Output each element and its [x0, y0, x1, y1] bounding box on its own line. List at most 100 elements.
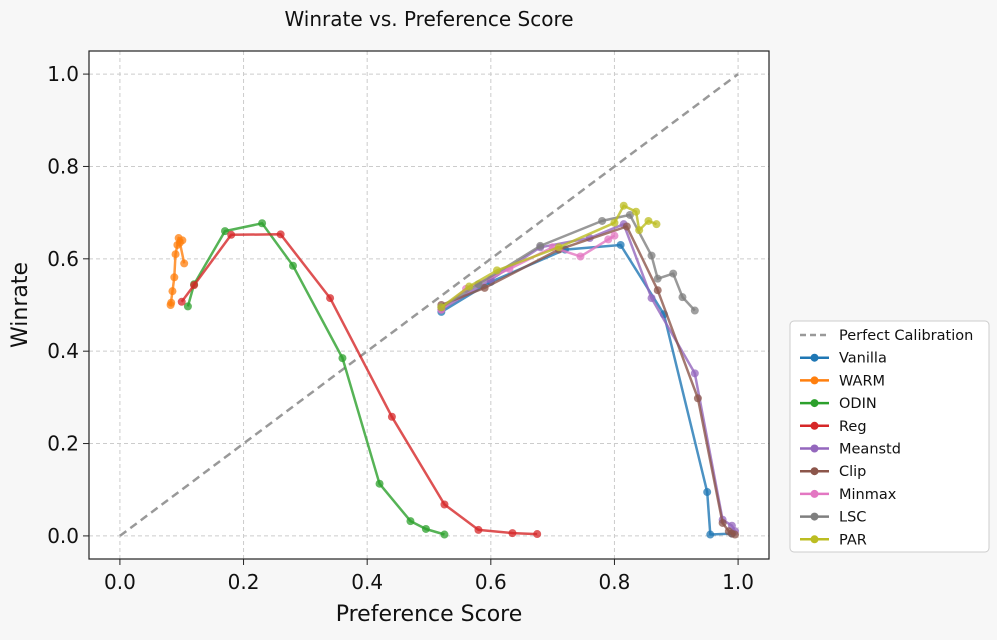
data-point-vanilla: [616, 240, 625, 249]
legend-entry-odin: ODIN: [800, 396, 877, 412]
series-line-vanilla: [440, 243, 732, 536]
y-axis-label: Winrate: [8, 262, 33, 348]
legend: Perfect Calibration Vanilla WARM ODIN Reg Mea…: [789, 320, 990, 553]
x-tick-label: 0.2: [228, 570, 260, 594]
data-point-clip: [731, 530, 739, 539]
data-point-lsc: [690, 306, 699, 315]
legend-entry-par: PAR: [800, 532, 867, 548]
x-tick-label: 1.0: [722, 570, 754, 594]
series-clip: [437, 222, 739, 539]
y-axis-ticks: 0.0 0.2 0.4 0.6 0.8 1.0: [47, 62, 89, 548]
x-axis-ticks: 0.0 0.2 0.4 0.6 0.8 1.0: [104, 559, 754, 594]
legend-box: [789, 320, 990, 553]
legend-entry-clip: Clip: [800, 464, 866, 480]
data-point-reg: [387, 412, 396, 421]
legend-entry-warm: WARM: [800, 373, 885, 389]
legend-swatch-marker: [810, 376, 819, 385]
data-point-par: [652, 220, 661, 229]
data-point-odin: [289, 261, 297, 270]
data-point-reg: [326, 294, 335, 303]
data-point-lsc: [625, 210, 634, 219]
series-line-par: [440, 204, 657, 309]
data-point-warm: [173, 240, 182, 249]
data-point-minmax: [610, 231, 619, 240]
data-point-par: [554, 243, 563, 252]
data-point-warm: [174, 234, 183, 243]
data-point-lsc: [598, 216, 607, 225]
series-odin: [183, 219, 449, 539]
legend-entry-meanstd: Meanstd: [800, 442, 901, 458]
data-point-warm: [168, 287, 177, 296]
data-point-par: [610, 218, 619, 227]
data-point-reg: [533, 530, 542, 539]
series-par: [437, 201, 661, 312]
data-point-meanstd: [647, 294, 656, 303]
data-point-reg: [177, 297, 186, 306]
legend-label: Reg: [839, 419, 867, 435]
data-point-reg: [227, 230, 236, 239]
legend-swatch-marker: [810, 399, 819, 408]
data-point-odin: [440, 530, 449, 539]
legend-label: LSC: [839, 510, 866, 526]
y-tick-label: 0.0: [47, 524, 79, 548]
data-point-par: [644, 216, 653, 225]
legend-swatch-marker: [810, 353, 819, 362]
data-point-warm: [170, 273, 179, 282]
data-point-vanilla: [706, 530, 715, 539]
data-point-clip: [480, 283, 489, 292]
data-point-clip: [653, 286, 662, 295]
legend-entry-reg: Reg: [800, 419, 867, 435]
legend-label: Perfect Calibration: [839, 328, 973, 344]
data-point-lsc: [653, 274, 662, 283]
data-point-par: [635, 226, 644, 235]
perfect-calibration-line: [119, 73, 739, 537]
legend-entry-lsc: LSC: [800, 510, 866, 526]
data-point-warm: [180, 259, 189, 268]
plot-frame: [88, 50, 770, 560]
data-point-odin: [338, 354, 347, 363]
grid-lines: [89, 51, 769, 559]
series-line-reg: [180, 233, 538, 536]
data-point-odin: [375, 479, 384, 488]
data-point-warm: [167, 298, 176, 307]
y-tick-label: 0.8: [47, 154, 79, 178]
data-point-odin: [183, 302, 192, 311]
data-point-odin: [221, 227, 229, 236]
data-point-par: [465, 282, 474, 291]
y-tick-label: 0.2: [47, 432, 79, 456]
data-point-minmax: [576, 252, 585, 261]
chart-title: Winrate vs. Preference Score: [284, 7, 573, 31]
data-point-odin: [406, 517, 415, 526]
data-point-reg: [276, 230, 285, 239]
y-tick-label: 0.6: [47, 247, 79, 271]
legend-entry-perfect-calibration: Perfect Calibration: [800, 328, 973, 344]
data-point-meanstd: [690, 369, 699, 378]
legend-label: Meanstd: [839, 442, 901, 458]
data-point-reg: [508, 529, 517, 538]
legend-label: ODIN: [839, 396, 877, 412]
legend-swatch-marker: [810, 535, 819, 544]
legend-swatch-marker: [810, 489, 819, 498]
x-axis-label: Preference Score: [336, 602, 523, 627]
data-point-clip: [718, 518, 727, 527]
legend-label: Vanilla: [839, 351, 887, 367]
legend-label: Minmax: [839, 487, 897, 503]
data-point-minmax: [604, 235, 613, 244]
y-tick-label: 1.0: [47, 62, 79, 86]
series-line-odin: [186, 222, 445, 536]
data-point-odin: [258, 219, 267, 228]
legend-swatch-marker: [810, 444, 819, 453]
legend-swatch-marker: [810, 467, 819, 476]
legend-label: PAR: [839, 532, 867, 548]
data-point-lsc: [669, 269, 678, 278]
legend-entry-vanilla: Vanilla: [800, 351, 887, 367]
legend-entry-minmax: Minmax: [800, 487, 897, 503]
data-point-reg: [190, 281, 199, 290]
data-point-reg: [440, 500, 449, 509]
x-tick-label: 0.8: [599, 570, 631, 594]
series-layer: [166, 201, 739, 539]
series-warm: [166, 234, 189, 309]
legend-label: Clip: [839, 464, 866, 480]
data-point-par: [493, 266, 501, 275]
y-tick-label: 0.4: [47, 339, 79, 363]
